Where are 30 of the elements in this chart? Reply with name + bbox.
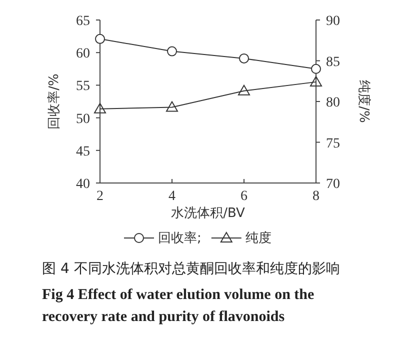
- legend-label: 纯度: [245, 230, 272, 246]
- x-tick-label: 2: [96, 189, 104, 204]
- point: [95, 34, 105, 44]
- y-tick-label: 50: [76, 112, 90, 127]
- point: [94, 102, 106, 114]
- x-axis-title: 水洗体积/BV: [171, 206, 245, 221]
- y-tick-label: 60: [76, 46, 90, 62]
- caption: Fig 4 Effect of water elution volume on the recovery rate and purity of flavonoids: [41, 286, 316, 327]
- y2-tick-label: 70: [326, 177, 340, 192]
- y2-tick-label: 90: [326, 14, 340, 29]
- point: [238, 84, 250, 96]
- y2-tick-label: 75: [326, 136, 340, 152]
- y2-tick-label: 85: [326, 54, 340, 70]
- legend-label: 回收率;: [158, 230, 202, 246]
- y-tick-label: 40: [76, 177, 90, 192]
- point: [239, 53, 249, 64]
- point: [167, 46, 177, 56]
- y-axis-title: 回收率/%: [46, 74, 62, 130]
- point: [310, 76, 322, 86]
- y-tick-label: 45: [76, 144, 90, 160]
- y-tick-label: 55: [76, 79, 90, 94]
- point: [311, 64, 321, 74]
- x-tick-label: 8: [312, 189, 320, 204]
- x-tick-label: 6: [240, 189, 248, 204]
- y2-axis-title: 纯度/%: [356, 80, 372, 123]
- y-tick-label: 65: [76, 14, 90, 29]
- point: [166, 101, 178, 112]
- y2-tick-label: 80: [326, 96, 340, 110]
- caption: 图 4 不同水洗体积对总黄酮回收率和纯度的影响: [41, 260, 341, 279]
- x-tick-label: 4: [168, 189, 176, 204]
